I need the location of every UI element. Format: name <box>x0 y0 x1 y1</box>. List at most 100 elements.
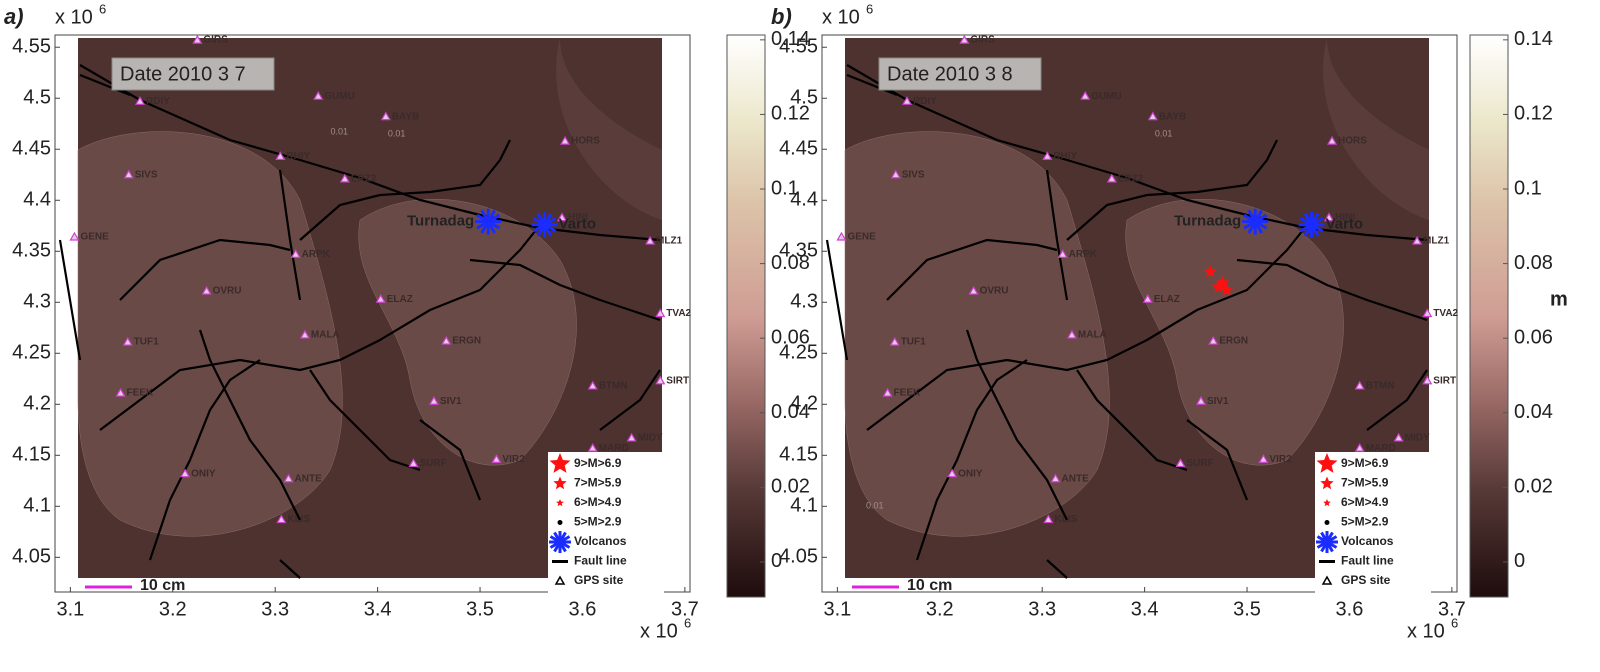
gps-site <box>1422 375 1433 385</box>
gps-site <box>408 458 419 468</box>
y-tick-label: 4.5 <box>23 87 51 109</box>
station-label: TVA2 <box>1433 308 1458 319</box>
gps-site <box>428 396 439 405</box>
x-tick-label: 3.3 <box>1028 598 1056 620</box>
y-tick-label: 4.05 <box>12 546 51 568</box>
y-tick-label: 4.05 <box>779 546 818 568</box>
x-multiplier: x 10 <box>1407 620 1445 642</box>
station-label: ELAZ <box>387 294 413 305</box>
x-tick-label: 3.2 <box>159 598 187 620</box>
station-label: GIRS <box>970 35 995 46</box>
station-label: HORS <box>1338 136 1367 147</box>
gps-site <box>1175 458 1186 468</box>
volcano-label: Turnadag <box>1174 213 1241 230</box>
gps-site <box>375 294 386 303</box>
y-tick-label: 4.25 <box>779 342 818 364</box>
legend-label: GPS site <box>574 573 624 587</box>
station-label: OVRU <box>980 286 1009 297</box>
station-label: KLIS <box>1054 514 1077 525</box>
gps-site <box>560 135 571 145</box>
volcano-ray <box>549 535 571 549</box>
fault-line <box>866 224 1308 431</box>
legend-symbol <box>1323 499 1331 507</box>
station-label: VIR2 <box>502 454 525 465</box>
volcano-ray <box>1243 213 1268 230</box>
legend-symbol <box>556 499 564 507</box>
volcano-ray <box>1299 216 1324 233</box>
gps-site <box>339 173 350 183</box>
y-tick-label: 4.55 <box>779 36 818 58</box>
legend-box <box>1315 452 1431 594</box>
colorbar-tick-label: 0.1 <box>1514 177 1542 199</box>
scale-bar-label: 10 cm <box>907 577 952 594</box>
fault-line <box>886 238 1058 301</box>
field-contour <box>77 131 343 537</box>
fault-line <box>846 73 898 97</box>
legend-label: GPS site <box>1341 573 1391 587</box>
gps-site <box>290 249 301 258</box>
station-label: SIRT <box>666 375 689 386</box>
gps-site <box>275 151 286 160</box>
station-label: MIDY <box>638 433 663 444</box>
station-label: RDIY <box>913 96 937 107</box>
y-tick-label: 4.35 <box>12 240 51 262</box>
gps-site <box>1147 111 1158 121</box>
volcano-ray <box>476 213 501 230</box>
legend-label: Fault line <box>1341 554 1394 568</box>
station-label: RHIY <box>1053 151 1077 162</box>
y-tick-label: 4.5 <box>790 87 818 109</box>
y-multiplier: x 10 <box>55 6 93 28</box>
colorbar-tick-label: 0.08 <box>1514 252 1553 274</box>
station-label: GUMU <box>324 91 355 102</box>
volcano <box>531 211 558 238</box>
volcano-ray <box>532 216 557 233</box>
fault-line <box>198 329 301 521</box>
date-box <box>111 57 275 91</box>
station-label: SIV1 <box>1207 396 1229 407</box>
gps-site <box>655 308 666 318</box>
legend-label: 9>M>6.9 <box>574 456 622 470</box>
legend-symbol <box>557 520 563 525</box>
fault-line <box>1366 369 1428 431</box>
station-label: MALA <box>1078 330 1107 341</box>
gps-site <box>491 454 502 463</box>
station-label: ELAZ <box>1154 294 1180 305</box>
station-label: GUMU <box>1091 91 1122 102</box>
gps-site <box>1412 235 1423 245</box>
gps-site <box>1142 294 1153 303</box>
station-label: SURF <box>1186 458 1213 469</box>
station-label: MIDY <box>1405 433 1430 444</box>
gps-site <box>890 169 901 179</box>
station-label: ONIY <box>191 468 216 479</box>
field-contour <box>1187 38 1429 220</box>
gps-site <box>1195 396 1206 405</box>
fault-line <box>99 224 541 431</box>
contour-label: 0.01 <box>1155 128 1173 138</box>
legend-label: 9>M>6.9 <box>1341 456 1389 470</box>
fault-line <box>1045 169 1069 301</box>
contour-label: 0.01 <box>866 501 884 511</box>
fault-line <box>915 359 1028 561</box>
map-panel: 3.1 3.2 3.3 3.4 3.5 3.6 3.7 4.05 4.1 4.15 4.2 4.25 4… <box>771 1 1568 642</box>
gps-site <box>299 329 310 339</box>
x-tick-label: 3.5 <box>466 598 494 620</box>
y-tick-label: 4.45 <box>779 138 818 160</box>
gps-site <box>587 442 598 452</box>
legend-box <box>548 452 664 594</box>
legend-symbol <box>1320 476 1334 490</box>
colorbar-tick-label: 0.06 <box>771 326 810 348</box>
legend-label: 7>M>5.9 <box>1341 476 1389 490</box>
fault-line <box>1076 369 1188 472</box>
earthquake <box>1211 280 1225 293</box>
colorbar-tick-label: 0.08 <box>771 252 810 274</box>
y-tick-label: 4.25 <box>12 342 51 364</box>
earthquake <box>1203 264 1217 278</box>
station-label: SIV1 <box>440 396 462 407</box>
fault-line <box>1236 258 1428 322</box>
gps-site <box>313 90 324 100</box>
colorbar-tick-label: 0.1 <box>771 177 799 199</box>
station-label: BAYB <box>392 111 419 122</box>
y-tick-label: 4.45 <box>12 138 51 160</box>
station-label: GENE <box>80 232 109 243</box>
